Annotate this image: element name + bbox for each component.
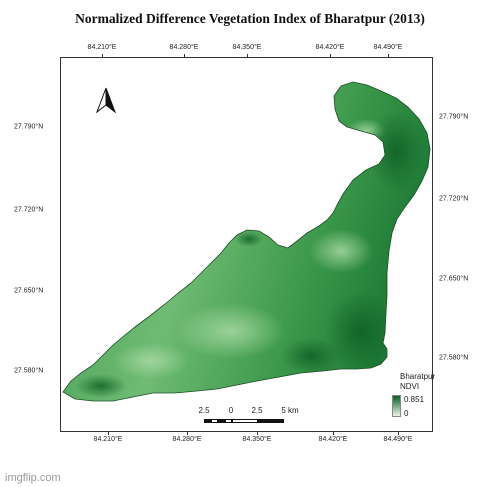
legend-layer-name: Bharatpur <box>400 372 436 381</box>
scale-segment <box>211 419 218 423</box>
lon-tick-top-2: 84.280°E <box>169 44 199 51</box>
frame-tickmark <box>102 54 103 57</box>
lat-tick-left-3: 27.650°N <box>14 287 44 295</box>
legend-max-value: 0.851 <box>404 395 425 404</box>
north-arrow-icon <box>96 87 116 113</box>
map-frame[interactable] <box>60 57 433 432</box>
bharatpur-ndvi-map <box>61 58 432 431</box>
lon-tick-bottom-4: 84.420°E <box>318 436 348 443</box>
lat-tick-right-1: 27.790°N <box>439 113 469 121</box>
scale-label: 2.5 <box>251 406 263 415</box>
lon-tick-bottom-5: 84.490°E <box>383 436 413 443</box>
scale-segment <box>232 419 258 423</box>
lon-tick-bottom-2: 84.280°E <box>172 436 202 443</box>
scale-label: 0 <box>228 406 234 415</box>
lat-tick-left-4: 27.580°N <box>14 367 44 375</box>
lat-tick-right-4: 27.580°N <box>439 354 469 362</box>
scale-segment <box>218 419 225 423</box>
frame-tickmark <box>247 54 248 57</box>
scale-bar: 2.5 0 2.5 5 km <box>196 406 306 431</box>
lat-tick-left-1: 27.790°N <box>14 123 44 131</box>
frame-tickmark <box>333 432 334 435</box>
watermark: imgflip.com <box>5 472 61 484</box>
legend-color-ramp <box>392 395 401 417</box>
frame-tickmark <box>184 54 185 57</box>
legend-variable: NDVI <box>400 382 420 391</box>
scale-label: 5 km <box>281 406 299 415</box>
lat-tick-right-3: 27.650°N <box>439 275 469 283</box>
scale-segment <box>258 419 284 423</box>
lon-tick-top-1: 84.210°E <box>87 44 117 51</box>
lon-tick-bottom-3: 84.350°E <box>242 436 272 443</box>
lat-tick-left-2: 27.720°N <box>14 206 44 214</box>
lat-tick-right-2: 27.720°N <box>439 195 469 203</box>
frame-tickmark <box>398 432 399 435</box>
frame-tickmark <box>257 432 258 435</box>
lon-tick-top-5: 84.490°E <box>373 44 403 51</box>
lon-tick-top-4: 84.420°E <box>315 44 345 51</box>
frame-tickmark <box>330 54 331 57</box>
scale-segment <box>225 419 232 423</box>
frame-tickmark <box>108 432 109 435</box>
lon-tick-top-3: 84.350°E <box>232 44 262 51</box>
scale-segment <box>204 419 211 423</box>
frame-tickmark <box>187 432 188 435</box>
frame-tickmark <box>388 54 389 57</box>
lon-tick-bottom-1: 84.210°E <box>93 436 123 443</box>
scale-label: 2.5 <box>198 406 210 415</box>
map-title: Normalized Difference Vegetation Index o… <box>75 11 425 26</box>
legend-min-value: 0 <box>404 409 409 418</box>
